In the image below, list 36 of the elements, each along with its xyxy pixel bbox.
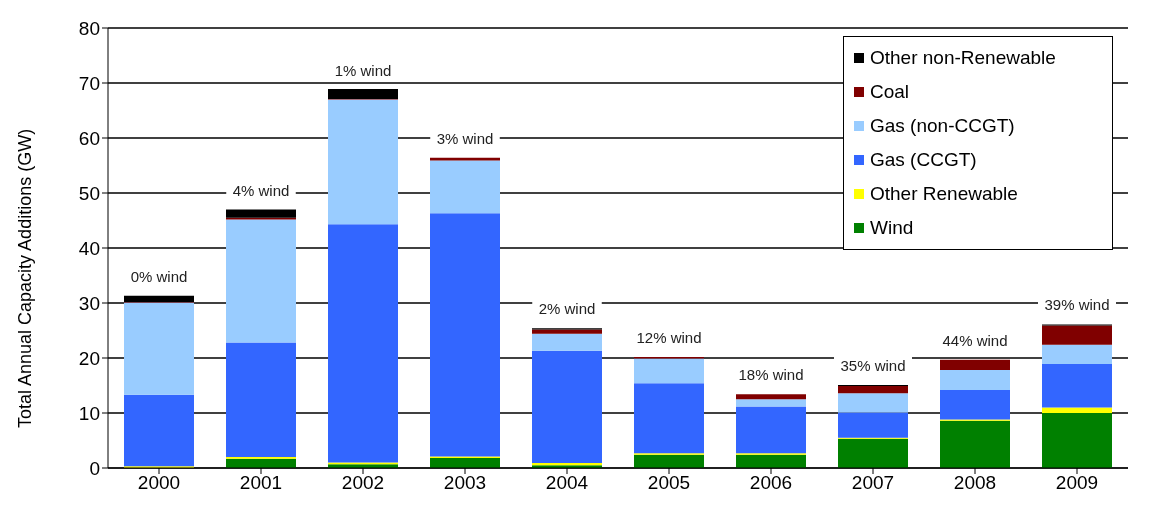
- y-tick-label: 30: [78, 292, 100, 314]
- annotation: 39% wind: [1044, 296, 1110, 314]
- y-tick-label: 0: [89, 457, 100, 479]
- x-tick-label: 2007: [851, 472, 895, 494]
- x-tick-label: 2004: [545, 472, 589, 494]
- y-tick-label: 70: [78, 72, 100, 94]
- legend-label: Other non-Renewable: [870, 47, 1056, 69]
- y-tick-label: 10: [78, 402, 100, 424]
- x-tick-label: 2006: [749, 472, 793, 494]
- x-tick-label: 2005: [647, 472, 691, 494]
- annotation: 18% wind: [738, 366, 804, 384]
- legend-label: Wind: [870, 217, 914, 239]
- annotation: 0% wind: [130, 268, 188, 286]
- annotation: 2% wind: [538, 300, 596, 318]
- x-tick-label: 2000: [137, 472, 181, 494]
- annotation: 12% wind: [636, 328, 702, 346]
- annotation: 1% wind: [334, 62, 392, 80]
- y-tick-label: 20: [78, 347, 100, 369]
- x-tick-label: 2009: [1055, 472, 1099, 494]
- annotation: 3% wind: [436, 129, 494, 147]
- annotation: 44% wind: [942, 331, 1008, 349]
- legend-label: Other Renewable: [870, 183, 1018, 205]
- legend-label: Gas (non-CCGT): [870, 115, 1015, 137]
- y-axis-title: Total Annual Capacity Additions (GW): [15, 128, 36, 428]
- y-tick-label: 60: [78, 127, 100, 149]
- x-tick-label: 2003: [443, 472, 487, 494]
- legend-label: Coal: [870, 81, 910, 103]
- annotation: 4% wind: [232, 181, 290, 199]
- x-tick-label: 2001: [239, 472, 283, 494]
- x-tick-label: 2008: [953, 472, 997, 494]
- y-tick-label: 80: [78, 17, 100, 39]
- x-tick-label: 2002: [341, 472, 385, 494]
- legend-label: Gas (CCGT): [870, 149, 977, 171]
- annotation: 35% wind: [840, 356, 906, 374]
- y-tick-label: 50: [78, 182, 100, 204]
- y-tick-label: 40: [78, 237, 100, 259]
